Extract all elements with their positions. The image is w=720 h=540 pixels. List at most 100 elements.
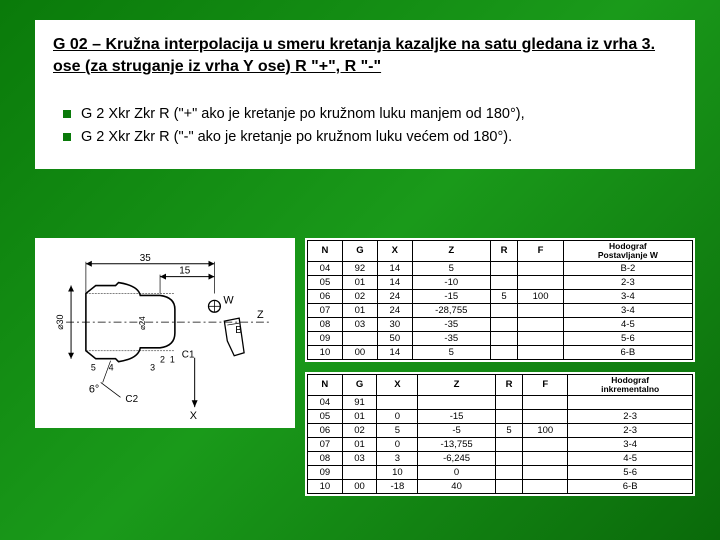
table-cell: 10 <box>308 345 343 359</box>
table-cell: -18 <box>377 479 418 493</box>
technical-drawing: 35 15 ⌀30 ⌀24 W <box>35 238 295 428</box>
bullet-icon <box>63 133 71 141</box>
svg-text:6°: 6° <box>89 383 99 395</box>
table-row: 06025-551002-3 <box>308 423 693 437</box>
table-cell <box>518 331 563 345</box>
col-hodograf: Hodografinkrementalno <box>568 374 693 395</box>
table-cell: 6-B <box>568 479 693 493</box>
table-cell: 30 <box>377 317 412 331</box>
table-row: 05010-152-3 <box>308 409 693 423</box>
svg-text:2: 2 <box>160 355 165 365</box>
svg-text:3: 3 <box>150 363 155 373</box>
col-g: G <box>342 374 377 395</box>
svg-text:5: 5 <box>91 363 96 373</box>
table-cell: -35 <box>412 317 490 331</box>
table-cell: 0 <box>377 409 418 423</box>
table-2-inc: N G X Z R F Hodografinkrementalno 049105… <box>305 372 695 496</box>
table-cell <box>490 275 518 289</box>
table-cell <box>490 261 518 275</box>
table-cell: 2-3 <box>568 409 693 423</box>
table-row: 091005-6 <box>308 465 693 479</box>
table-cell: 08 <box>308 317 343 331</box>
table-cell: 24 <box>377 303 412 317</box>
table-row: 07010-13,755 3-4 <box>308 437 693 451</box>
bullet-text: G 2 Xkr Zkr R ("+" ako je kretanje po kr… <box>81 105 525 125</box>
table-cell: 02 <box>342 289 377 303</box>
table-cell: 92 <box>342 261 377 275</box>
table-cell <box>523 479 568 493</box>
table-cell: 10 <box>308 479 343 493</box>
table-cell: 01 <box>342 275 377 289</box>
table-cell: 14 <box>377 261 412 275</box>
svg-text:C2: C2 <box>125 394 138 405</box>
table-cell <box>523 451 568 465</box>
svg-text:B: B <box>235 325 242 336</box>
table-cell: -28,755 <box>412 303 490 317</box>
table-cell: 100 <box>523 423 568 437</box>
table-cell <box>495 409 522 423</box>
table-cell: -15 <box>418 409 495 423</box>
table-cell: 01 <box>342 437 377 451</box>
table-cell: 5-6 <box>563 331 692 345</box>
table-cell: 01 <box>342 409 377 423</box>
col-x: X <box>377 374 418 395</box>
table-cell <box>495 395 522 409</box>
table-cell: 5 <box>412 261 490 275</box>
table-cell: 03 <box>342 451 377 465</box>
table-cell: 02 <box>342 423 377 437</box>
table-row: 0950-355-6 <box>308 331 693 345</box>
col-f: F <box>518 241 563 262</box>
table-cell <box>523 395 568 409</box>
table-1-abs: N G X Z R F HodografPostavljanje W 04921… <box>305 238 695 362</box>
table-cell <box>518 345 563 359</box>
table-cell <box>518 275 563 289</box>
table-cell: 07 <box>308 303 343 317</box>
table-cell: 5-6 <box>568 465 693 479</box>
table-cell: 5 <box>495 423 522 437</box>
list-item: G 2 Xkr Zkr R ("-" ako je kretanje po kr… <box>63 128 677 148</box>
table-cell <box>518 317 563 331</box>
table-cell <box>418 395 495 409</box>
table-row: 1000-18406-B <box>308 479 693 493</box>
table-cell: 4-5 <box>568 451 693 465</box>
list-item: G 2 Xkr Zkr R ("+" ako je kretanje po kr… <box>63 105 677 125</box>
table-cell <box>342 465 377 479</box>
table-cell: 07 <box>308 437 343 451</box>
svg-text:15: 15 <box>179 266 190 277</box>
table-cell <box>490 303 518 317</box>
bullet-icon <box>63 110 71 118</box>
table-cell <box>523 437 568 451</box>
col-r: R <box>495 374 522 395</box>
table-row: 08033-6,2454-5 <box>308 451 693 465</box>
svg-text:⌀30: ⌀30 <box>55 314 65 329</box>
table-cell: 06 <box>308 289 343 303</box>
table-cell: 2-3 <box>563 275 692 289</box>
table-cell: 91 <box>342 395 377 409</box>
table-cell <box>523 409 568 423</box>
table-cell: 14 <box>377 275 412 289</box>
table-cell: 5 <box>412 345 490 359</box>
table-header-row: N G X Z R F Hodografinkrementalno <box>308 374 693 395</box>
col-z: Z <box>418 374 495 395</box>
table-cell: 01 <box>342 303 377 317</box>
table-cell: 5 <box>377 423 418 437</box>
table-cell <box>490 345 518 359</box>
table-cell: 3-4 <box>563 289 692 303</box>
col-n: N <box>308 241 343 262</box>
table-cell: 5 <box>490 289 518 303</box>
table-cell: 00 <box>342 345 377 359</box>
table-row: 050114-102-3 <box>308 275 693 289</box>
table-row: 070124-28,7553-4 <box>308 303 693 317</box>
table-cell <box>490 317 518 331</box>
bullet-list: G 2 Xkr Zkr R ("+" ako je kretanje po kr… <box>53 105 677 147</box>
table-cell <box>495 437 522 451</box>
table-cell: 06 <box>308 423 343 437</box>
table-row: 0491 <box>308 395 693 409</box>
table-cell: 0 <box>377 437 418 451</box>
table-cell <box>342 331 377 345</box>
svg-text:Z: Z <box>257 309 264 321</box>
table-cell: -35 <box>412 331 490 345</box>
col-r: R <box>490 241 518 262</box>
table-cell: 3-4 <box>568 437 693 451</box>
table-cell: -13,755 <box>418 437 495 451</box>
